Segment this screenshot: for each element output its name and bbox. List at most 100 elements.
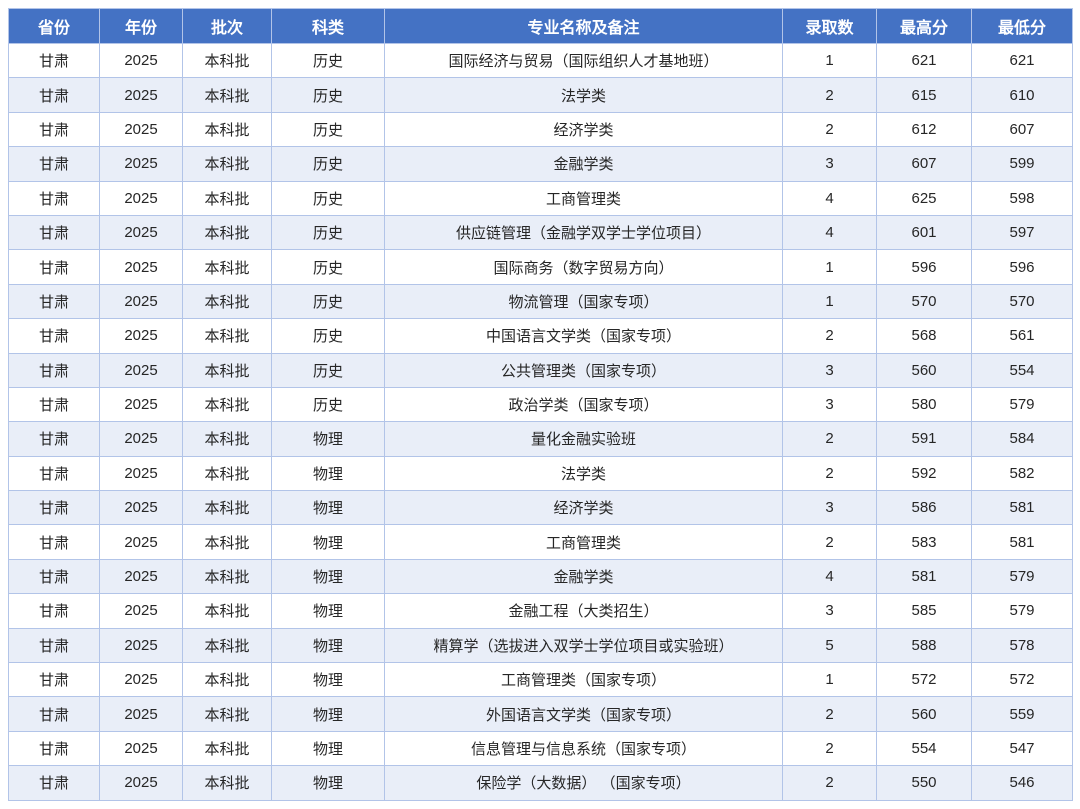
cell-subject: 历史 [271,42,385,79]
cell-batch: 本科批 [182,77,272,113]
cell-batch: 本科批 [182,386,272,423]
cell-min-score: 559 [971,696,1073,732]
cell-year: 2025 [99,386,183,423]
cell-subject: 历史 [271,386,385,423]
cell-subject: 历史 [271,180,385,216]
table-row: 甘肃 2025 本科批 历史 国际经济与贸易（国际组织人才基地班） 1 621 … [8,42,1073,79]
cell-province: 甘肃 [8,765,100,801]
table-row: 甘肃 2025 本科批 历史 供应链管理（金融学双学士学位项目） 4 601 5… [8,214,1073,251]
cell-subject: 物理 [271,662,385,698]
cell-min-score: 597 [971,214,1073,251]
cell-batch: 本科批 [182,146,272,182]
cell-max-score: 607 [876,146,972,182]
cell-admitted: 2 [782,696,877,732]
cell-province: 甘肃 [8,146,100,182]
cell-admitted: 2 [782,455,877,492]
table-body: 甘肃 2025 本科批 历史 国际经济与贸易（国际组织人才基地班） 1 621 … [8,42,1073,801]
cell-min-score: 596 [971,249,1073,285]
cell-batch: 本科批 [182,490,272,526]
cell-major: 经济学类 [384,111,783,148]
cell-max-score: 560 [876,352,972,388]
column-header-subject: 科类 [271,8,385,44]
cell-subject: 物理 [271,765,385,801]
cell-admitted: 2 [782,765,877,801]
column-header-admitted: 录取数 [782,8,877,44]
cell-min-score: 561 [971,318,1073,354]
cell-max-score: 581 [876,558,972,595]
cell-min-score: 579 [971,558,1073,595]
cell-min-score: 584 [971,421,1073,457]
cell-subject: 物理 [271,730,385,767]
cell-max-score: 621 [876,42,972,79]
cell-year: 2025 [99,421,183,457]
cell-batch: 本科批 [182,421,272,457]
table-row: 甘肃 2025 本科批 物理 保险学（大数据） （国家专项） 2 550 546 [8,765,1073,801]
cell-admitted: 2 [782,524,877,560]
cell-subject: 物理 [271,593,385,629]
cell-min-score: 570 [971,283,1073,320]
cell-major: 金融学类 [384,558,783,595]
cell-min-score: 554 [971,352,1073,388]
cell-batch: 本科批 [182,214,272,251]
cell-min-score: 578 [971,627,1073,664]
cell-min-score: 572 [971,662,1073,698]
cell-max-score: 591 [876,421,972,457]
cell-major: 法学类 [384,77,783,113]
cell-admitted: 5 [782,627,877,664]
cell-province: 甘肃 [8,386,100,423]
cell-max-score: 550 [876,765,972,801]
table-row: 甘肃 2025 本科批 物理 精算学（选拔进入双学士学位项目或实验班） 5 58… [8,627,1073,664]
cell-batch: 本科批 [182,696,272,732]
cell-subject: 历史 [271,111,385,148]
cell-major: 外国语言文学类（国家专项） [384,696,783,732]
table-row: 甘肃 2025 本科批 历史 工商管理类 4 625 598 [8,180,1073,216]
cell-year: 2025 [99,730,183,767]
cell-batch: 本科批 [182,593,272,629]
cell-max-score: 592 [876,455,972,492]
table-row: 甘肃 2025 本科批 物理 金融学类 4 581 579 [8,558,1073,595]
cell-major: 量化金融实验班 [384,421,783,457]
cell-province: 甘肃 [8,558,100,595]
header-row: 省份 年份 批次 科类 专业名称及备注 录取数 最高分 最低分 [8,8,1073,44]
cell-province: 甘肃 [8,524,100,560]
cell-batch: 本科批 [182,455,272,492]
cell-max-score: 586 [876,490,972,526]
cell-major: 供应链管理（金融学双学士学位项目） [384,214,783,251]
cell-province: 甘肃 [8,283,100,320]
cell-major: 中国语言文学类（国家专项） [384,318,783,354]
cell-year: 2025 [99,249,183,285]
cell-subject: 历史 [271,352,385,388]
cell-province: 甘肃 [8,421,100,457]
cell-max-score: 588 [876,627,972,664]
cell-major: 公共管理类（国家专项） [384,352,783,388]
cell-year: 2025 [99,765,183,801]
cell-max-score: 570 [876,283,972,320]
cell-admitted: 2 [782,421,877,457]
cell-max-score: 560 [876,696,972,732]
cell-major: 工商管理类 [384,524,783,560]
cell-max-score: 580 [876,386,972,423]
cell-max-score: 585 [876,593,972,629]
cell-major: 法学类 [384,455,783,492]
cell-year: 2025 [99,662,183,698]
cell-province: 甘肃 [8,77,100,113]
cell-subject: 历史 [271,146,385,182]
cell-min-score: 610 [971,77,1073,113]
cell-province: 甘肃 [8,352,100,388]
cell-max-score: 568 [876,318,972,354]
cell-subject: 物理 [271,421,385,457]
cell-year: 2025 [99,146,183,182]
cell-max-score: 572 [876,662,972,698]
column-header-major: 专业名称及备注 [384,8,783,44]
cell-subject: 历史 [271,249,385,285]
cell-year: 2025 [99,283,183,320]
cell-province: 甘肃 [8,214,100,251]
table-row: 甘肃 2025 本科批 历史 金融学类 3 607 599 [8,146,1073,182]
cell-province: 甘肃 [8,730,100,767]
cell-admitted: 4 [782,180,877,216]
cell-year: 2025 [99,42,183,79]
cell-max-score: 612 [876,111,972,148]
table-row: 甘肃 2025 本科批 物理 外国语言文学类（国家专项） 2 560 559 [8,696,1073,732]
table-row: 甘肃 2025 本科批 历史 中国语言文学类（国家专项） 2 568 561 [8,318,1073,354]
cell-batch: 本科批 [182,318,272,354]
